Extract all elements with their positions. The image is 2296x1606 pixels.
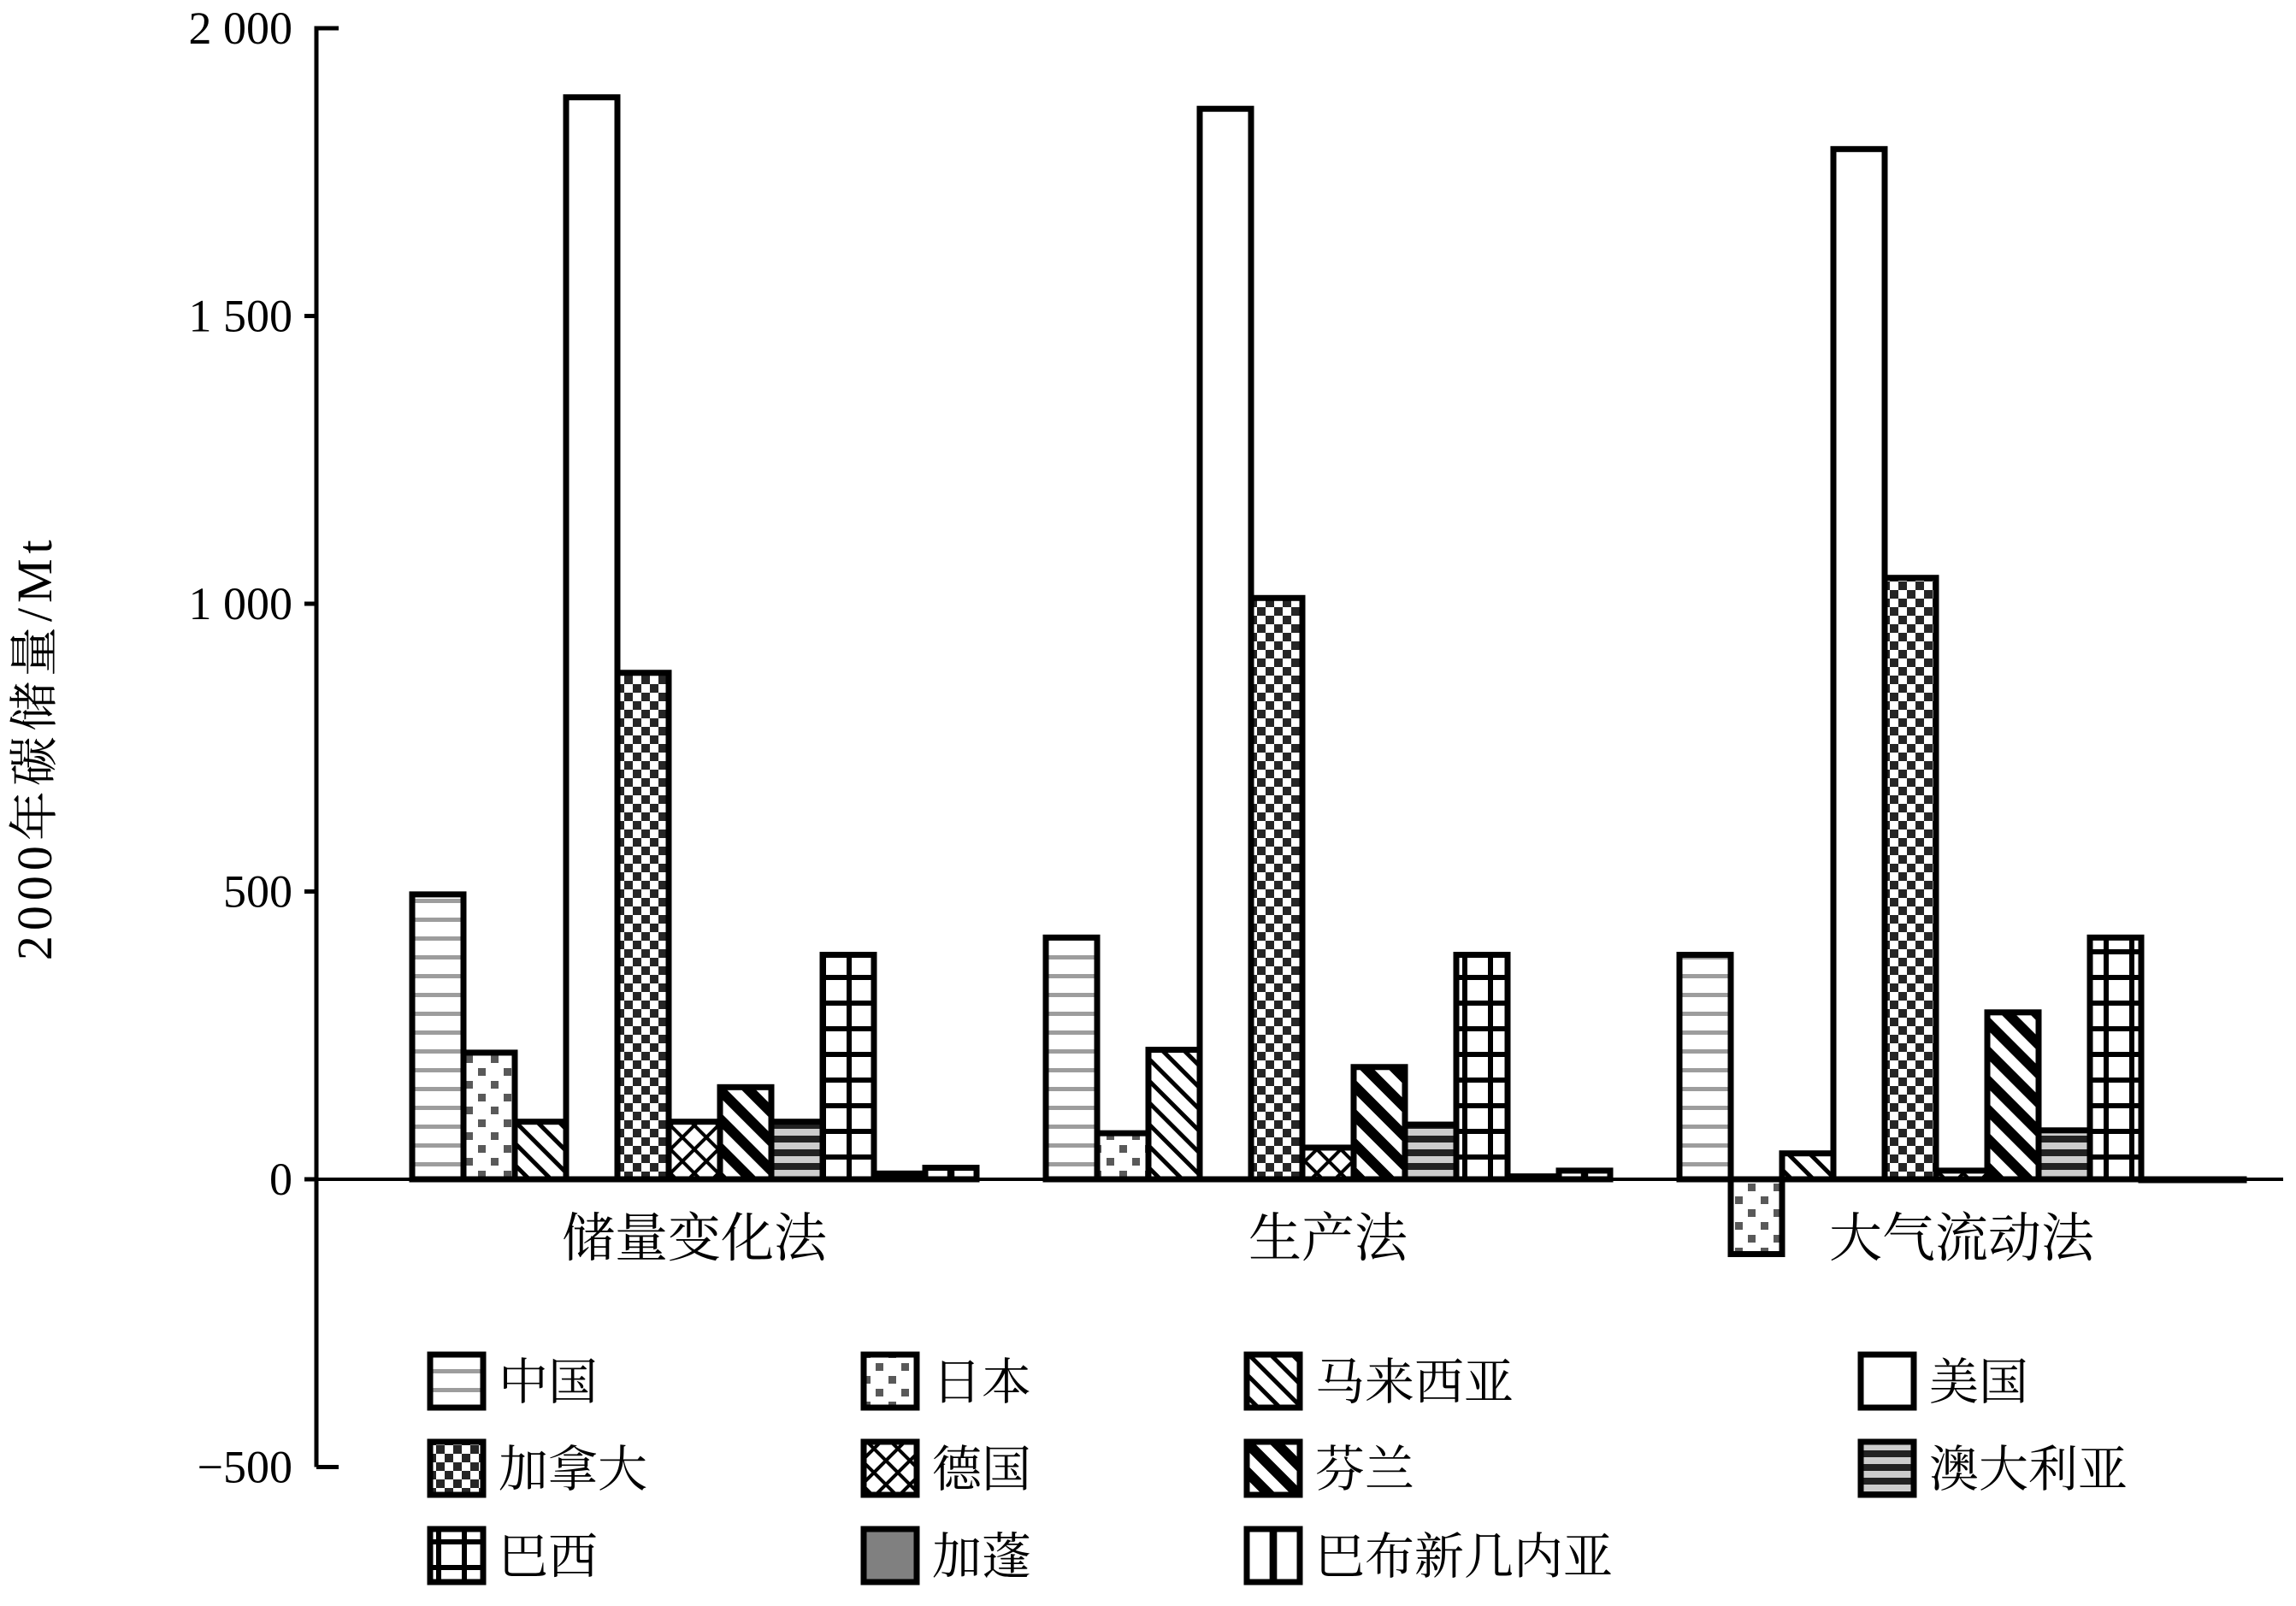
svg-text:2000年碳储量/Mt: 2000年碳储量/Mt — [7, 534, 62, 960]
svg-text:加拿大: 加拿大 — [499, 1442, 647, 1497]
svg-text:巴西: 巴西 — [499, 1529, 598, 1585]
svg-text:芬兰: 芬兰 — [1315, 1442, 1414, 1497]
svg-text:1 000: 1 000 — [189, 578, 293, 629]
svg-text:2 000: 2 000 — [189, 3, 293, 54]
svg-text:日本: 日本 — [932, 1355, 1031, 1410]
svg-text:德国: 德国 — [932, 1442, 1031, 1497]
svg-text:500: 500 — [223, 866, 292, 918]
svg-text:储量变化法: 储量变化法 — [562, 1210, 828, 1268]
svg-text:巴布新几内亚: 巴布新几内亚 — [1315, 1529, 1613, 1585]
svg-text:1 500: 1 500 — [189, 291, 293, 342]
svg-text:加蓬: 加蓬 — [932, 1529, 1031, 1585]
svg-text:生产法: 生产法 — [1248, 1210, 1408, 1268]
svg-text:−500: −500 — [198, 1442, 292, 1493]
svg-text:马来西亚: 马来西亚 — [1315, 1355, 1514, 1410]
svg-text:澳大利亚: 澳大利亚 — [1929, 1442, 2128, 1497]
svg-text:0: 0 — [269, 1154, 292, 1205]
svg-text:中国: 中国 — [499, 1355, 598, 1410]
svg-text:大气流动法: 大气流动法 — [1829, 1210, 2095, 1268]
svg-text:美国: 美国 — [1929, 1355, 2028, 1410]
